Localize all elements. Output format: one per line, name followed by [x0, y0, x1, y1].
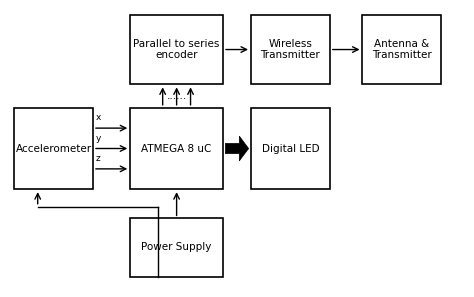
Bar	[130, 218, 223, 277]
Bar	[251, 15, 330, 84]
Text: Wireless
Transmitter: Wireless Transmitter	[261, 39, 320, 60]
Text: Digital LED: Digital LED	[262, 143, 319, 154]
Bar	[130, 15, 223, 84]
Text: x: x	[95, 113, 100, 122]
Text: Parallel to series
encoder: Parallel to series encoder	[133, 39, 220, 60]
Bar	[251, 108, 330, 189]
Text: y: y	[95, 134, 100, 143]
Text: ......: ......	[166, 91, 187, 101]
Text: Accelerometer: Accelerometer	[16, 143, 91, 154]
Bar	[363, 15, 441, 84]
Text: Power Supply: Power Supply	[141, 242, 212, 252]
Text: Antenna &
Transmitter: Antenna & Transmitter	[372, 39, 432, 60]
Bar	[14, 108, 93, 189]
Text: z: z	[95, 154, 100, 163]
Bar	[130, 108, 223, 189]
FancyArrow shape	[226, 136, 248, 161]
Text: ATMEGA 8 uC: ATMEGA 8 uC	[141, 143, 212, 154]
